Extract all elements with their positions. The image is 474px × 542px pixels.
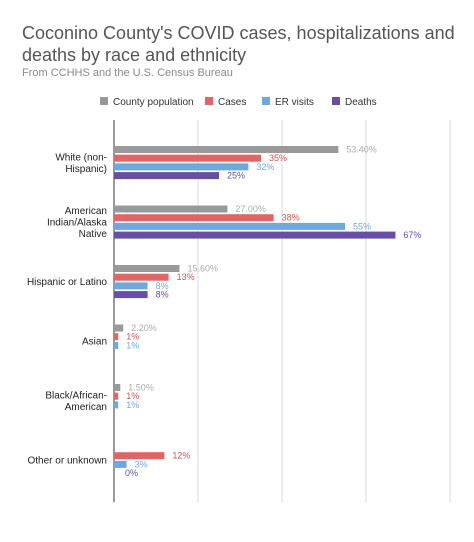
bar-cases [114,452,165,460]
data-label-cases: 38% [282,213,300,223]
category-label: American Indian/Alaska Native [47,206,107,240]
category-labels: White (non-Hispanic) American Indian/Alask… [27,152,107,466]
bar-county-population [114,384,121,391]
bar-cases [114,154,261,162]
data-label-deaths: 0% [125,468,138,478]
data-label-er-visits: 3% [135,459,148,469]
bar-er-visits [114,222,345,230]
bar-er-visits [114,341,119,349]
data-label-cases: 35% [269,153,287,163]
bar-county-population [114,146,339,153]
legend-swatch-county-population [100,97,108,105]
data-label-county-population: 15.60% [188,264,219,274]
category-label: Hispanic or Latino [27,277,107,288]
data-label-er-visits: 1% [126,340,139,350]
data-label-county-population: 53.40% [346,145,377,155]
bar-cases [114,333,119,341]
legend: County population Cases ER visits Deaths [100,97,377,108]
legend-label-cases: Cases [218,97,246,108]
gridlines [113,120,451,502]
bar-county-population [114,265,180,272]
bar-er-visits [114,282,148,290]
bar-county-population [114,324,124,332]
chart-title: Coconino County's COVID cases, hospitali… [22,23,455,65]
data-label-cases: 13% [177,272,195,282]
category-label: Other or unknown [28,456,108,467]
bar-cases [114,214,274,222]
data-labels: 53.40% 35%32% 25% 27.00% 38% 55% 67% 15.60%13% 8… [125,145,421,479]
category-label: Asian [82,337,107,348]
bar-er-visits [114,163,249,171]
data-label-county-population: 2.20% [131,323,157,333]
legend-label-deaths: Deaths [345,97,377,108]
chart-subtitle: From CCHHS and the U.S. Census Bureau [22,67,233,79]
bar-deaths [114,172,219,180]
legend-swatch-deaths [332,97,340,105]
bar-er-visits [114,460,127,468]
bar-cases [114,273,169,281]
category-label: Black/African-American [45,390,107,413]
data-label-deaths: 8% [156,290,169,300]
data-label-er-visits: 55% [353,221,371,231]
legend-swatch-er-visits [262,97,270,105]
legend-label-county-population: County population [113,97,194,108]
data-label-county-population: 1.50% [128,383,154,393]
data-label-deaths: 25% [227,171,245,181]
data-label-er-visits: 1% [126,400,139,410]
data-label-cases: 1% [126,391,139,401]
data-label-cases: 12% [172,451,190,461]
bar-er-visits [114,401,119,409]
bar-county-population [114,205,228,213]
category-label: White (non-Hispanic) [55,152,107,175]
data-label-county-population: 27.00% [235,204,266,214]
data-label-deaths: 67% [403,230,421,240]
legend-label-er-visits: ER visits [275,97,314,108]
bar-cases [114,392,119,400]
data-label-er-visits: 32% [256,162,274,172]
bar-deaths [114,231,396,239]
legend-swatch-cases [205,97,213,105]
data-label-er-visits: 8% [156,281,169,291]
bar-deaths [114,291,148,299]
bars [114,146,396,468]
data-label-cases: 1% [126,332,139,342]
